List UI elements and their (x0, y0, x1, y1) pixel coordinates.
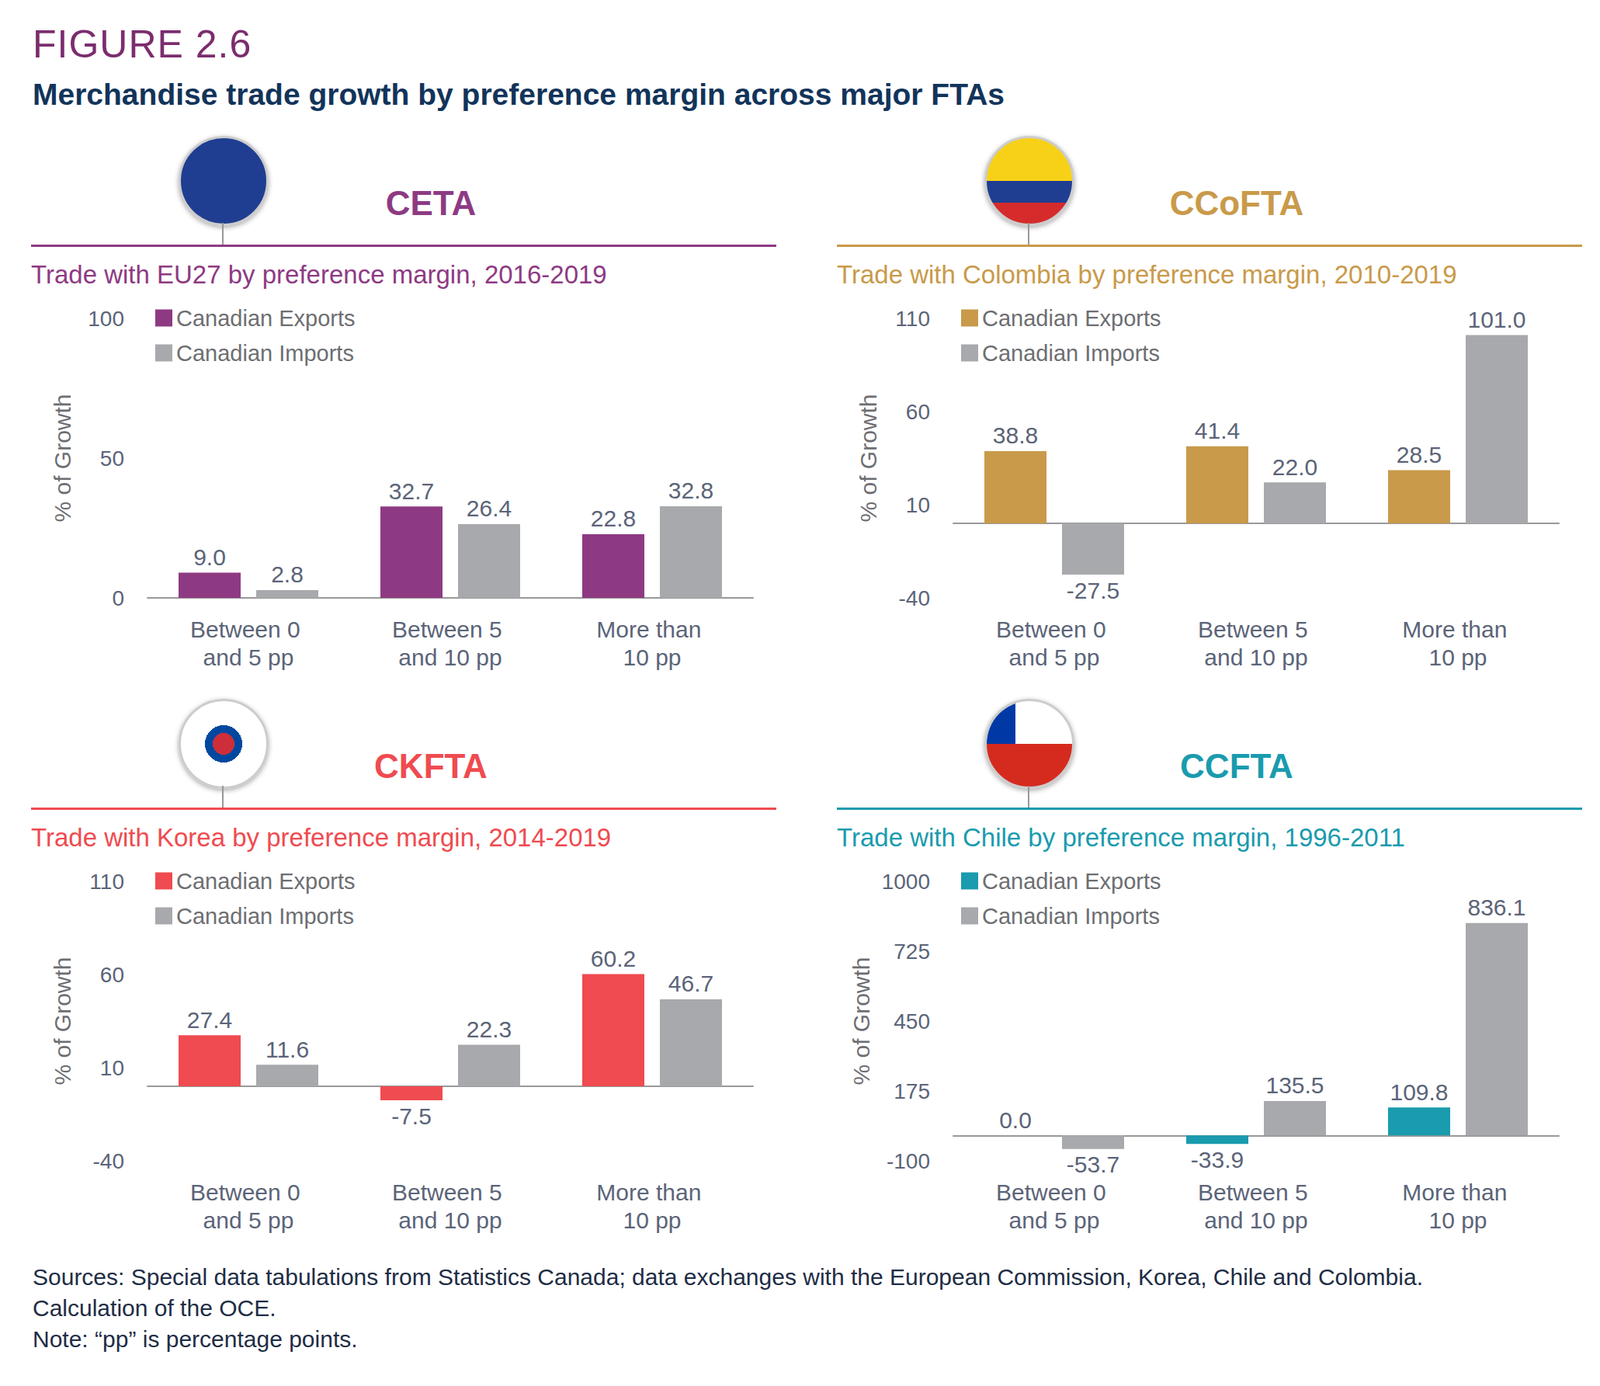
svg-text:Canadian Imports: Canadian Imports (176, 340, 355, 366)
svg-text:More than: More than (1402, 616, 1514, 643)
svg-text:-33.9: -33.9 (1190, 1146, 1244, 1173)
svg-text:10 pp: 10 pp (622, 644, 681, 670)
svg-text:Canadian Imports: Canadian Imports (982, 903, 1160, 929)
svg-text:Canadian Exports: Canadian Exports (176, 868, 356, 894)
html-text:Trade with Chile by preference: Trade with Chile by preference margin, 1… (836, 822, 1406, 852)
svg-text:450: 450 (893, 1009, 931, 1034)
svg-text:10 pp: 10 pp (622, 1207, 681, 1233)
svg-text:Canadian Exports: Canadian Exports (176, 305, 356, 331)
svg-text:% of Growth: % of Growth (848, 956, 875, 1085)
svg-text:32.7: 32.7 (388, 478, 434, 504)
svg-text:101.0: 101.0 (1467, 306, 1526, 333)
html-text:Trade with Korea by preference: Trade with Korea by preference margin, 2… (31, 822, 612, 852)
svg-text:and 10 pp: and 10 pp (398, 644, 502, 670)
svg-text:0.0: 0.0 (999, 1107, 1032, 1133)
svg-text:% of Growth: % of Growth (855, 393, 882, 522)
svg-text:-27.5: -27.5 (1066, 577, 1120, 604)
svg-text:60: 60 (100, 962, 125, 987)
svg-text:Canadian Imports: Canadian Imports (982, 340, 1160, 366)
svg-text:-40: -40 (898, 586, 931, 611)
html-text:CKFTA: CKFTA (374, 746, 488, 785)
svg-text:1000: 1000 (881, 869, 931, 894)
svg-text:50: 50 (100, 446, 125, 471)
svg-text:Between 5: Between 5 (392, 616, 509, 643)
svg-text:836.1: 836.1 (1467, 894, 1526, 920)
svg-text:100: 100 (87, 306, 125, 331)
svg-text:-53.7: -53.7 (1066, 1151, 1120, 1177)
svg-text:41.4: 41.4 (1194, 417, 1240, 444)
html-text:Merchandise trade growth by pr: Merchandise trade growth by preference m… (32, 77, 1005, 112)
svg-text:10: 10 (905, 492, 931, 518)
svg-text:% of Growth: % of Growth (49, 956, 76, 1085)
svg-text:More than: More than (596, 1179, 708, 1205)
svg-text:and 10 pp: and 10 pp (1204, 644, 1308, 670)
svg-text:Between 0: Between 0 (996, 616, 1113, 643)
html-text:Trade with EU27 by preference: Trade with EU27 by preference margin, 20… (31, 260, 607, 289)
svg-text:and 10 pp: and 10 pp (1204, 1207, 1308, 1233)
html-text:Sources: Special data tabulati: Sources: Special data tabulations from S… (32, 1263, 1423, 1321)
svg-text:60: 60 (905, 399, 931, 424)
svg-text:-100: -100 (886, 1148, 931, 1174)
html-text:FIGURE 2.6: FIGURE 2.6 (32, 22, 252, 66)
svg-text:Between 0: Between 0 (996, 1179, 1113, 1205)
html-text:Note: “pp” is percentage point: Note: “pp” is percentage points. (32, 1325, 358, 1352)
svg-text:More than: More than (1402, 1179, 1514, 1205)
html-text:CCFTA: CCFTA (1180, 746, 1294, 785)
svg-text:and 10 pp: and 10 pp (398, 1207, 502, 1233)
svg-text:22.3: 22.3 (466, 1016, 512, 1042)
svg-text:110: 110 (89, 869, 125, 894)
svg-text:725: 725 (893, 939, 931, 964)
svg-text:-40: -40 (93, 1148, 125, 1174)
svg-text:22.0: 22.0 (1272, 454, 1318, 480)
svg-text:28.5: 28.5 (1396, 441, 1442, 468)
svg-text:and 5 pp: and 5 pp (203, 644, 295, 670)
svg-text:27.4: 27.4 (187, 1006, 233, 1033)
svg-text:2.8: 2.8 (270, 561, 304, 587)
svg-text:-7.5: -7.5 (391, 1103, 432, 1129)
svg-text:9.0: 9.0 (193, 544, 226, 570)
svg-text:More than: More than (596, 616, 708, 643)
svg-text:0: 0 (111, 586, 125, 611)
svg-text:Between 0: Between 0 (190, 1179, 307, 1205)
svg-text:175: 175 (893, 1079, 931, 1104)
svg-text:11.6: 11.6 (265, 1036, 309, 1063)
svg-text:and 5 pp: and 5 pp (1009, 1207, 1101, 1233)
svg-text:26.4: 26.4 (466, 495, 512, 521)
svg-text:10 pp: 10 pp (1428, 644, 1487, 670)
svg-text:Canadian Exports: Canadian Exports (982, 305, 1162, 331)
svg-text:Between 5: Between 5 (1197, 616, 1315, 643)
svg-text:60.2: 60.2 (590, 945, 636, 972)
svg-text:Between 5: Between 5 (1197, 1179, 1315, 1205)
svg-text:Canadian Exports: Canadian Exports (982, 868, 1162, 894)
svg-text:and 5 pp: and 5 pp (1009, 644, 1101, 670)
svg-text:and 5 pp: and 5 pp (203, 1207, 295, 1233)
svg-text:10: 10 (100, 1055, 125, 1080)
svg-text:38.8: 38.8 (992, 422, 1038, 448)
svg-text:46.7: 46.7 (668, 970, 714, 997)
svg-text:Canadian Imports: Canadian Imports (176, 903, 355, 929)
svg-text:Between 0: Between 0 (190, 616, 307, 643)
svg-text:109.8: 109.8 (1389, 1079, 1448, 1105)
svg-text:% of Growth: % of Growth (49, 393, 76, 522)
svg-text:110: 110 (895, 306, 931, 331)
svg-text:22.8: 22.8 (590, 505, 636, 532)
svg-text:10 pp: 10 pp (1428, 1207, 1487, 1233)
html-text:CCoFTA: CCoFTA (1169, 183, 1304, 223)
svg-text:32.8: 32.8 (668, 477, 714, 504)
svg-text:Between 5: Between 5 (392, 1179, 509, 1205)
svg-text:135.5: 135.5 (1265, 1072, 1324, 1098)
html-text:Trade with Colombia by prefere: Trade with Colombia by preference margin… (836, 260, 1457, 289)
html-text:CETA: CETA (385, 183, 477, 223)
